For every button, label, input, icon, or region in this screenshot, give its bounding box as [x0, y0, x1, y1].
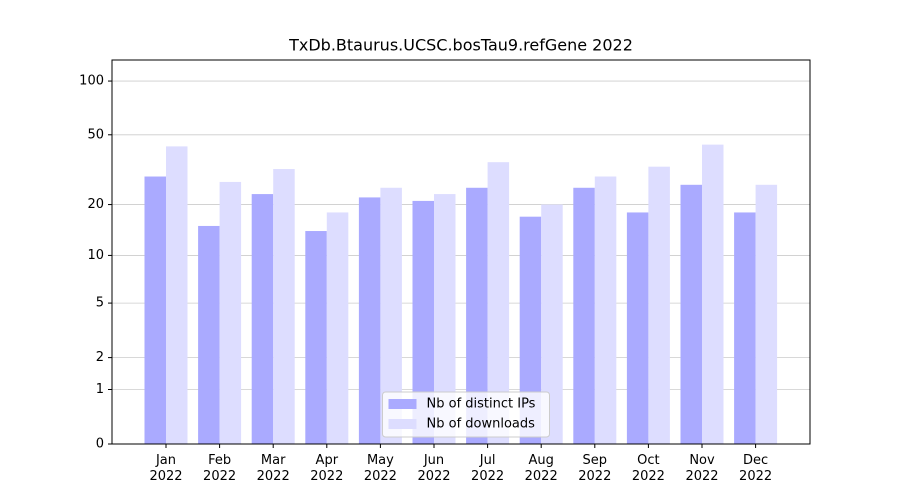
bar: [702, 144, 724, 444]
legend-swatch: [388, 419, 417, 429]
x-tick-label: Jul 2022: [471, 453, 505, 484]
y-tick-label: 100: [79, 74, 104, 89]
y-tick-label: 1: [96, 382, 104, 397]
bar: [198, 225, 220, 444]
bar: [594, 176, 617, 444]
legend-label: Nb of downloads: [427, 417, 536, 432]
y-tick-label: 0: [96, 437, 104, 452]
bar: [305, 231, 327, 444]
bar: [466, 187, 488, 444]
bar: [412, 200, 434, 444]
bar: [380, 187, 402, 444]
x-tick-label: Feb 2022: [203, 453, 237, 484]
x-tick-label: Jun 2022: [417, 453, 451, 484]
bar: [519, 216, 542, 444]
y-tick-label: 20: [87, 197, 104, 212]
y-tick-label: 10: [87, 248, 104, 263]
y-tick-label: 5: [96, 296, 104, 311]
bar: [626, 212, 649, 444]
x-tick-label: Oct 2022: [631, 453, 665, 484]
bar: [326, 212, 349, 444]
chart-title: TxDb.Btaurus.UCSC.bosTau9.refGene 2022: [288, 36, 633, 55]
bar: [755, 184, 778, 445]
bar: [573, 187, 595, 444]
x-tick-label: Apr 2022: [310, 453, 344, 484]
bar: [734, 212, 756, 444]
plot-frame: [111, 59, 811, 445]
bar: [251, 194, 274, 444]
bar: [166, 146, 188, 445]
x-tick-label: Dec 2022: [739, 453, 773, 484]
bar: [144, 176, 166, 444]
bar: [680, 184, 702, 445]
y-tick-label: 50: [87, 127, 104, 142]
bar: [434, 194, 456, 444]
bar: [541, 204, 563, 444]
bar: [273, 169, 295, 444]
legend-swatch: [388, 399, 417, 409]
x-tick-label: May 2022: [363, 453, 397, 484]
bar: [219, 181, 242, 444]
legend-box: [382, 391, 550, 438]
legend-label: Nb of distinct IPs: [427, 397, 536, 412]
x-tick-label: Mar 2022: [256, 453, 290, 484]
x-tick-label: Aug 2022: [524, 453, 558, 484]
x-tick-label: Sep 2022: [578, 453, 612, 484]
bar: [648, 166, 670, 445]
y-tick-label: 2: [96, 350, 104, 365]
bar: [487, 162, 510, 444]
x-tick-label: Nov 2022: [685, 453, 719, 484]
x-tick-label: Jan 2022: [149, 453, 183, 484]
bar: [358, 197, 381, 444]
